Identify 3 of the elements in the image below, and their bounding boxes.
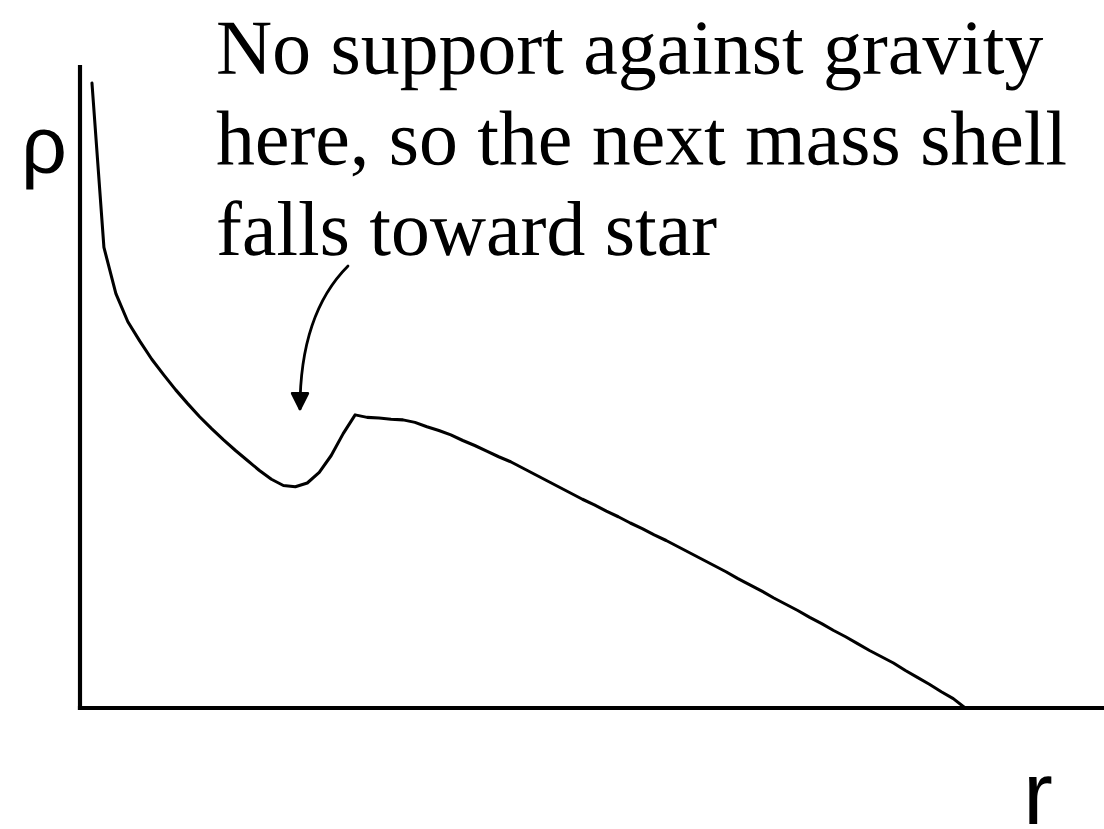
x-axis-title: r (1029, 776, 1052, 824)
annotation: No support against gravity here, so the next mass shell falls toward star (216, 22, 1066, 256)
y-axis-title: ρ (26, 129, 64, 190)
